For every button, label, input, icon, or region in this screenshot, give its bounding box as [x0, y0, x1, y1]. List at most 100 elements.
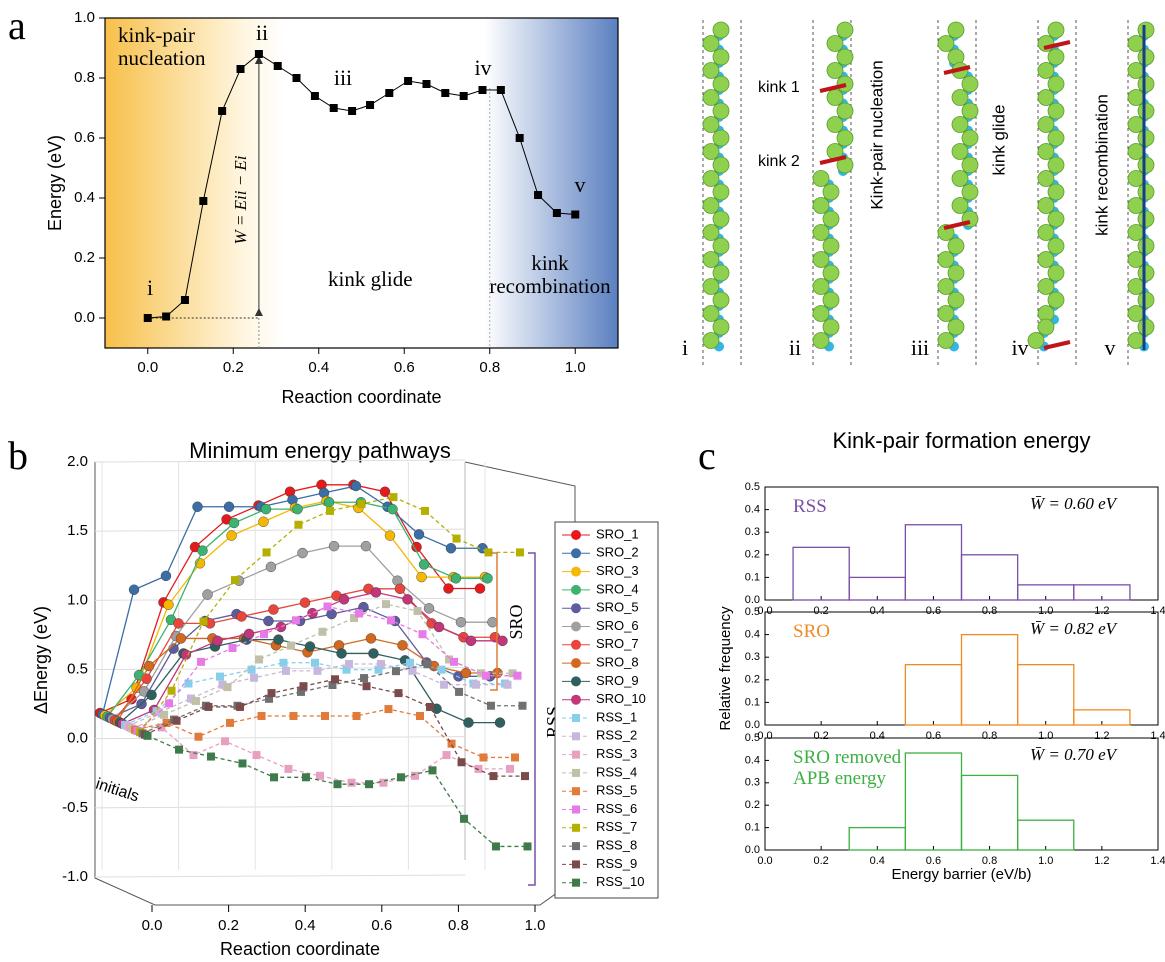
atom [822, 264, 840, 282]
data-point [236, 611, 247, 622]
atom [812, 251, 830, 268]
x-axis-label: Reaction coordinate [281, 387, 441, 407]
legend-marker [572, 860, 580, 869]
atom [1127, 116, 1145, 133]
annotation: SRO [506, 604, 526, 639]
data-point [281, 666, 290, 675]
data-point [455, 616, 467, 628]
atom [951, 170, 969, 187]
legend-marker [572, 823, 580, 832]
atom [1037, 224, 1055, 241]
data-point [143, 314, 152, 322]
annotation: W̄ = 0.60 eV [1030, 494, 1117, 513]
data-point [411, 771, 419, 780]
data-point [194, 732, 203, 741]
atom [937, 251, 955, 268]
legend-label: RSS_8 [596, 838, 637, 853]
x-tick-label: 0.0 [137, 359, 158, 376]
x-tick-label: 0.0 [757, 855, 772, 867]
equation: W = Eii − Ei [231, 155, 250, 244]
data-point [416, 571, 427, 583]
data-point [141, 673, 152, 684]
data-point [143, 660, 155, 672]
x-tick-label: 1.4 [1150, 855, 1165, 867]
bar [960, 633, 1019, 726]
atom [1127, 251, 1145, 268]
atom [951, 143, 969, 160]
legend-marker [571, 639, 581, 650]
data-point [450, 573, 462, 584]
data-point [345, 659, 354, 668]
atom [826, 116, 844, 133]
data-point [292, 74, 301, 82]
data-point [197, 545, 208, 556]
data-point [257, 711, 266, 720]
atom [961, 75, 979, 93]
bar [792, 546, 850, 601]
data-point [479, 753, 488, 762]
atom [947, 237, 965, 255]
bar [1073, 709, 1131, 726]
data-point [447, 739, 456, 748]
y-tick-label: 0.4 [745, 629, 760, 641]
atom [702, 170, 720, 187]
atom [1047, 21, 1065, 39]
data-point [370, 587, 382, 598]
atom [702, 332, 720, 349]
atom [1047, 264, 1065, 282]
atom [702, 278, 720, 295]
atom [1127, 170, 1145, 187]
data-point [299, 682, 308, 691]
data-point [146, 689, 157, 701]
data-point [402, 594, 413, 605]
panel-label: c [698, 433, 716, 478]
atom [712, 21, 730, 39]
legend-marker [571, 548, 581, 559]
data-point [440, 680, 449, 689]
legend-marker [571, 694, 581, 705]
data-point [521, 772, 529, 781]
data-point [484, 548, 493, 557]
y-tick-label: 0.0 [74, 309, 95, 326]
atom [712, 156, 730, 174]
atom [1037, 278, 1055, 295]
bar [904, 752, 963, 851]
legend-marker [572, 842, 580, 851]
data-point [267, 689, 276, 698]
y-tick-label: 0.1 [745, 696, 760, 708]
legend-label: RSS_4 [596, 764, 637, 779]
data-point [255, 655, 264, 664]
legend-marker [571, 603, 581, 614]
data-point [223, 501, 235, 512]
data-point [192, 501, 203, 512]
atom [702, 305, 720, 322]
state-label: ii [256, 20, 268, 45]
x-tick-label: 0.6 [926, 605, 941, 617]
data-point [273, 62, 282, 70]
x-tick-label: 0.2 [218, 917, 239, 934]
atom [961, 129, 979, 147]
atom [961, 102, 979, 120]
x-tick-label: 0.8 [448, 917, 469, 934]
data-point [175, 745, 184, 754]
annotation: kink-pair nucleation [118, 23, 206, 71]
data-point [391, 667, 400, 676]
y-tick-label: 0.3 [745, 526, 760, 538]
x-tick-label: 0.2 [813, 730, 828, 742]
data-point [445, 543, 457, 554]
data-point [304, 641, 316, 652]
data-point [362, 682, 371, 691]
data-point [385, 89, 394, 97]
data-point [347, 778, 356, 787]
atom [1037, 143, 1055, 160]
x-tick-label: 1.2 [1094, 855, 1109, 867]
data-point [199, 617, 208, 626]
data-point [163, 599, 174, 610]
atom [712, 318, 730, 336]
data-point [508, 669, 517, 678]
data-point [365, 780, 374, 789]
data-point [218, 107, 227, 115]
data-point [494, 717, 506, 728]
data-point [294, 520, 303, 529]
